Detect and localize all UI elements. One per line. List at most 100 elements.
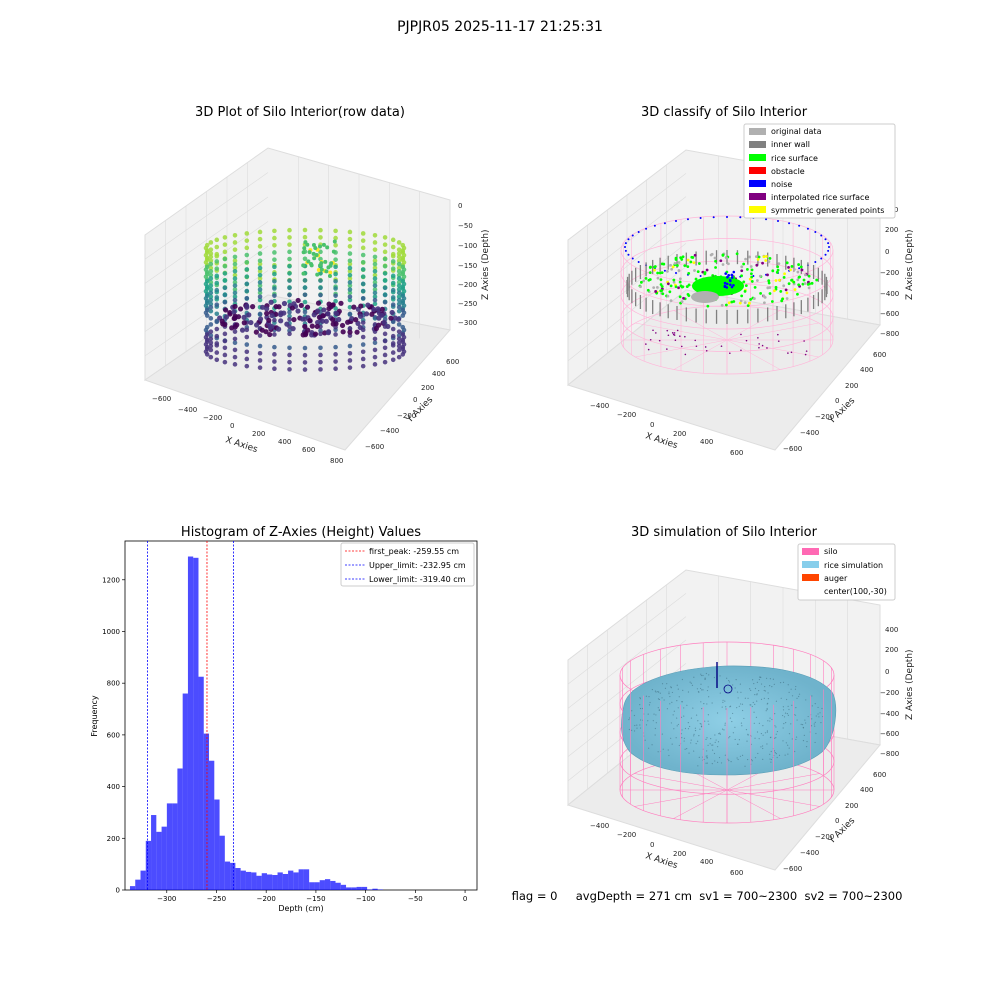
interpolated-point bbox=[682, 296, 685, 300]
legend-label: symmetric generated points bbox=[771, 206, 884, 215]
rice-surface-point bbox=[724, 303, 728, 307]
rice-mesh-vertex bbox=[783, 723, 785, 725]
rice-mesh-vertex bbox=[704, 720, 706, 722]
noise-point bbox=[663, 269, 666, 272]
raw-ztick: −50 bbox=[458, 222, 473, 230]
rice-mesh-vertex bbox=[773, 683, 775, 685]
data-point bbox=[318, 359, 323, 365]
data-point bbox=[244, 342, 250, 347]
rice-mesh-vertex bbox=[639, 719, 642, 721]
data-point bbox=[231, 315, 237, 322]
rice-mesh-vertex bbox=[697, 740, 699, 742]
original-data-point bbox=[803, 273, 807, 277]
rice-mesh-vertex bbox=[712, 749, 714, 751]
classify-panel: 3D classify of Silo Interior −400 −200 0… bbox=[566, 105, 915, 457]
rice-mesh-vertex bbox=[658, 698, 661, 701]
raw-xtick: −600 bbox=[152, 395, 171, 403]
interpolated-point bbox=[729, 352, 731, 354]
rice-mesh-vertex bbox=[737, 758, 739, 761]
data-point bbox=[309, 323, 315, 329]
data-point bbox=[372, 280, 378, 285]
data-point bbox=[244, 259, 250, 265]
data-point bbox=[302, 278, 308, 283]
histogram-bar bbox=[193, 557, 199, 890]
simulation-panel-title: 3D simulation of Silo Interior bbox=[631, 525, 818, 540]
data-point bbox=[214, 266, 220, 271]
data-point bbox=[318, 292, 323, 298]
data-point bbox=[390, 259, 396, 264]
rice-mesh-vertex bbox=[677, 707, 679, 709]
data-point bbox=[257, 297, 263, 303]
data-point bbox=[303, 240, 308, 245]
rice-mesh-vertex bbox=[803, 734, 805, 736]
silo-spoke bbox=[673, 789, 728, 819]
original-data-point bbox=[766, 286, 770, 290]
data-point bbox=[400, 352, 406, 357]
data-point bbox=[372, 240, 378, 245]
legend-swatch-silo bbox=[802, 548, 819, 555]
rice-mesh-vertex bbox=[770, 761, 772, 763]
data-point bbox=[232, 294, 238, 300]
interpolated-point bbox=[701, 270, 705, 274]
data-point bbox=[208, 340, 214, 346]
rice-mesh-vertex bbox=[745, 729, 748, 731]
sim-xtick: −200 bbox=[617, 831, 636, 839]
rice-mesh-vertex bbox=[784, 754, 786, 756]
rice-mesh-vertex bbox=[648, 696, 650, 698]
data-point bbox=[400, 278, 406, 284]
noise-point bbox=[653, 224, 656, 227]
data-point bbox=[222, 352, 228, 358]
sim-ytick: 0 bbox=[835, 817, 839, 825]
data-point bbox=[360, 342, 366, 347]
rice-mesh-vertex bbox=[683, 737, 686, 739]
data-point bbox=[325, 245, 330, 250]
data-point bbox=[372, 290, 378, 296]
data-point bbox=[360, 295, 366, 301]
original-data-point bbox=[758, 274, 762, 278]
sim-ztick: 400 bbox=[885, 626, 898, 634]
y-tick-label: 200 bbox=[107, 835, 120, 843]
sim-ytick: 400 bbox=[860, 786, 873, 794]
data-point bbox=[232, 254, 238, 260]
data-point bbox=[298, 302, 304, 309]
data-point bbox=[396, 272, 402, 278]
x-tick-label: −250 bbox=[207, 895, 226, 903]
original-data-point bbox=[796, 278, 800, 282]
original-data-point bbox=[652, 286, 656, 290]
rice-surface-point bbox=[810, 281, 814, 285]
data-point bbox=[257, 365, 263, 370]
rice-surface-point bbox=[767, 279, 771, 283]
histogram-bar bbox=[256, 875, 262, 890]
data-point bbox=[232, 336, 238, 342]
histogram-bar bbox=[240, 870, 246, 890]
data-point bbox=[318, 235, 323, 240]
data-point bbox=[358, 303, 364, 309]
original-data-point bbox=[725, 256, 728, 260]
data-point bbox=[231, 309, 237, 315]
data-point bbox=[222, 338, 228, 344]
rice-mesh-vertex bbox=[790, 688, 792, 690]
rice-mesh-vertex bbox=[671, 743, 673, 745]
rice-mesh-vertex bbox=[668, 693, 670, 695]
rice-mesh-vertex bbox=[648, 747, 650, 749]
rice-mesh-vertex bbox=[764, 732, 767, 734]
rice-mesh-vertex bbox=[787, 714, 789, 716]
y-tick-label: 600 bbox=[107, 731, 120, 739]
interpolated-point bbox=[804, 353, 807, 356]
classify-ztick: −600 bbox=[880, 310, 899, 318]
data-point bbox=[318, 328, 323, 333]
original-data-point bbox=[666, 294, 670, 298]
rice-mesh-vertex bbox=[732, 684, 734, 686]
data-point bbox=[389, 309, 395, 316]
rice-mesh-vertex bbox=[655, 722, 657, 724]
rice-mesh-vertex bbox=[686, 747, 688, 750]
data-point bbox=[208, 247, 214, 252]
data-point bbox=[244, 252, 250, 258]
data-point bbox=[232, 280, 238, 285]
data-point bbox=[347, 276, 353, 281]
data-point bbox=[372, 254, 378, 260]
data-point bbox=[347, 265, 353, 271]
rice-mesh-vertex bbox=[734, 726, 736, 728]
data-point bbox=[333, 228, 338, 234]
noise-point bbox=[627, 253, 630, 256]
